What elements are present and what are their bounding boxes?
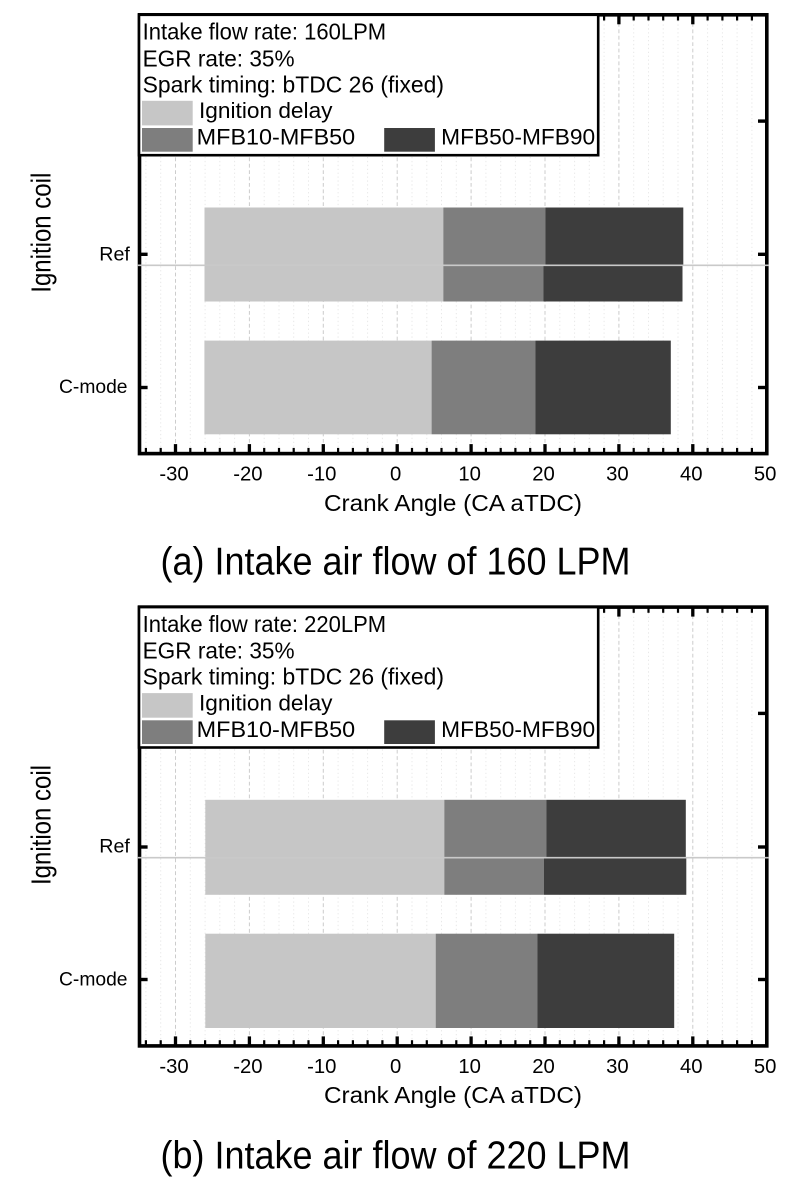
svg-text:-30: -30 — [159, 1056, 188, 1078]
svg-text:MFB50-MFB90: MFB50-MFB90 — [441, 717, 595, 742]
svg-text:20: 20 — [532, 464, 555, 486]
svg-text:Ref: Ref — [99, 837, 130, 858]
svg-text:0: 0 — [390, 1056, 401, 1078]
svg-text:Spark timing: bTDC 26 (fixed): Spark timing: bTDC 26 (fixed) — [143, 71, 444, 97]
svg-text:10: 10 — [458, 1056, 481, 1078]
svg-text:Crank Angle (CA aTDC): Crank Angle (CA aTDC) — [324, 1082, 582, 1108]
svg-text:Ref: Ref — [99, 244, 130, 265]
svg-text:Intake flow rate: 160LPM: Intake flow rate: 160LPM — [143, 19, 387, 45]
svg-text:50: 50 — [754, 464, 777, 486]
svg-text:EGR rate: 35%: EGR rate: 35% — [143, 45, 295, 71]
svg-text:MFB50-MFB90: MFB50-MFB90 — [441, 125, 595, 150]
svg-text:0: 0 — [390, 464, 401, 486]
svg-text:C-mode: C-mode — [59, 377, 128, 398]
svg-text:Spark timing: bTDC 26 (fixed): Spark timing: bTDC 26 (fixed) — [143, 664, 444, 690]
svg-text:-20: -20 — [233, 1056, 262, 1078]
svg-text:20: 20 — [532, 1056, 555, 1078]
svg-text:40: 40 — [680, 464, 703, 486]
svg-text:Ignition delay: Ignition delay — [199, 690, 333, 715]
svg-text:40: 40 — [680, 1056, 703, 1078]
svg-text:Crank Angle (CA aTDC): Crank Angle (CA aTDC) — [324, 490, 582, 516]
svg-text:C-mode: C-mode — [59, 969, 128, 990]
svg-text:Ignition coil: Ignition coil — [26, 173, 57, 293]
svg-text:-20: -20 — [233, 464, 262, 486]
svg-text:-10: -10 — [307, 1056, 336, 1078]
svg-text:-10: -10 — [307, 464, 336, 486]
svg-text:Intake flow rate: 220LPM: Intake flow rate: 220LPM — [143, 611, 387, 637]
svg-text:Ignition delay: Ignition delay — [199, 98, 333, 123]
svg-text:MFB10-MFB50: MFB10-MFB50 — [197, 717, 356, 742]
svg-text:EGR rate: 35%: EGR rate: 35% — [143, 638, 295, 664]
svg-text:MFB10-MFB50: MFB10-MFB50 — [197, 125, 356, 150]
svg-text:10: 10 — [458, 464, 481, 486]
svg-text:(a) Intake air flow of 160 LPM: (a) Intake air flow of 160 LPM — [161, 541, 631, 584]
svg-text:(b) Intake air flow of 220 LPM: (b) Intake air flow of 220 LPM — [161, 1134, 631, 1177]
svg-text:-30: -30 — [159, 464, 188, 486]
svg-text:30: 30 — [606, 1056, 629, 1078]
svg-text:30: 30 — [606, 464, 629, 486]
svg-text:50: 50 — [754, 1056, 777, 1078]
svg-text:Ignition coil: Ignition coil — [26, 765, 57, 885]
